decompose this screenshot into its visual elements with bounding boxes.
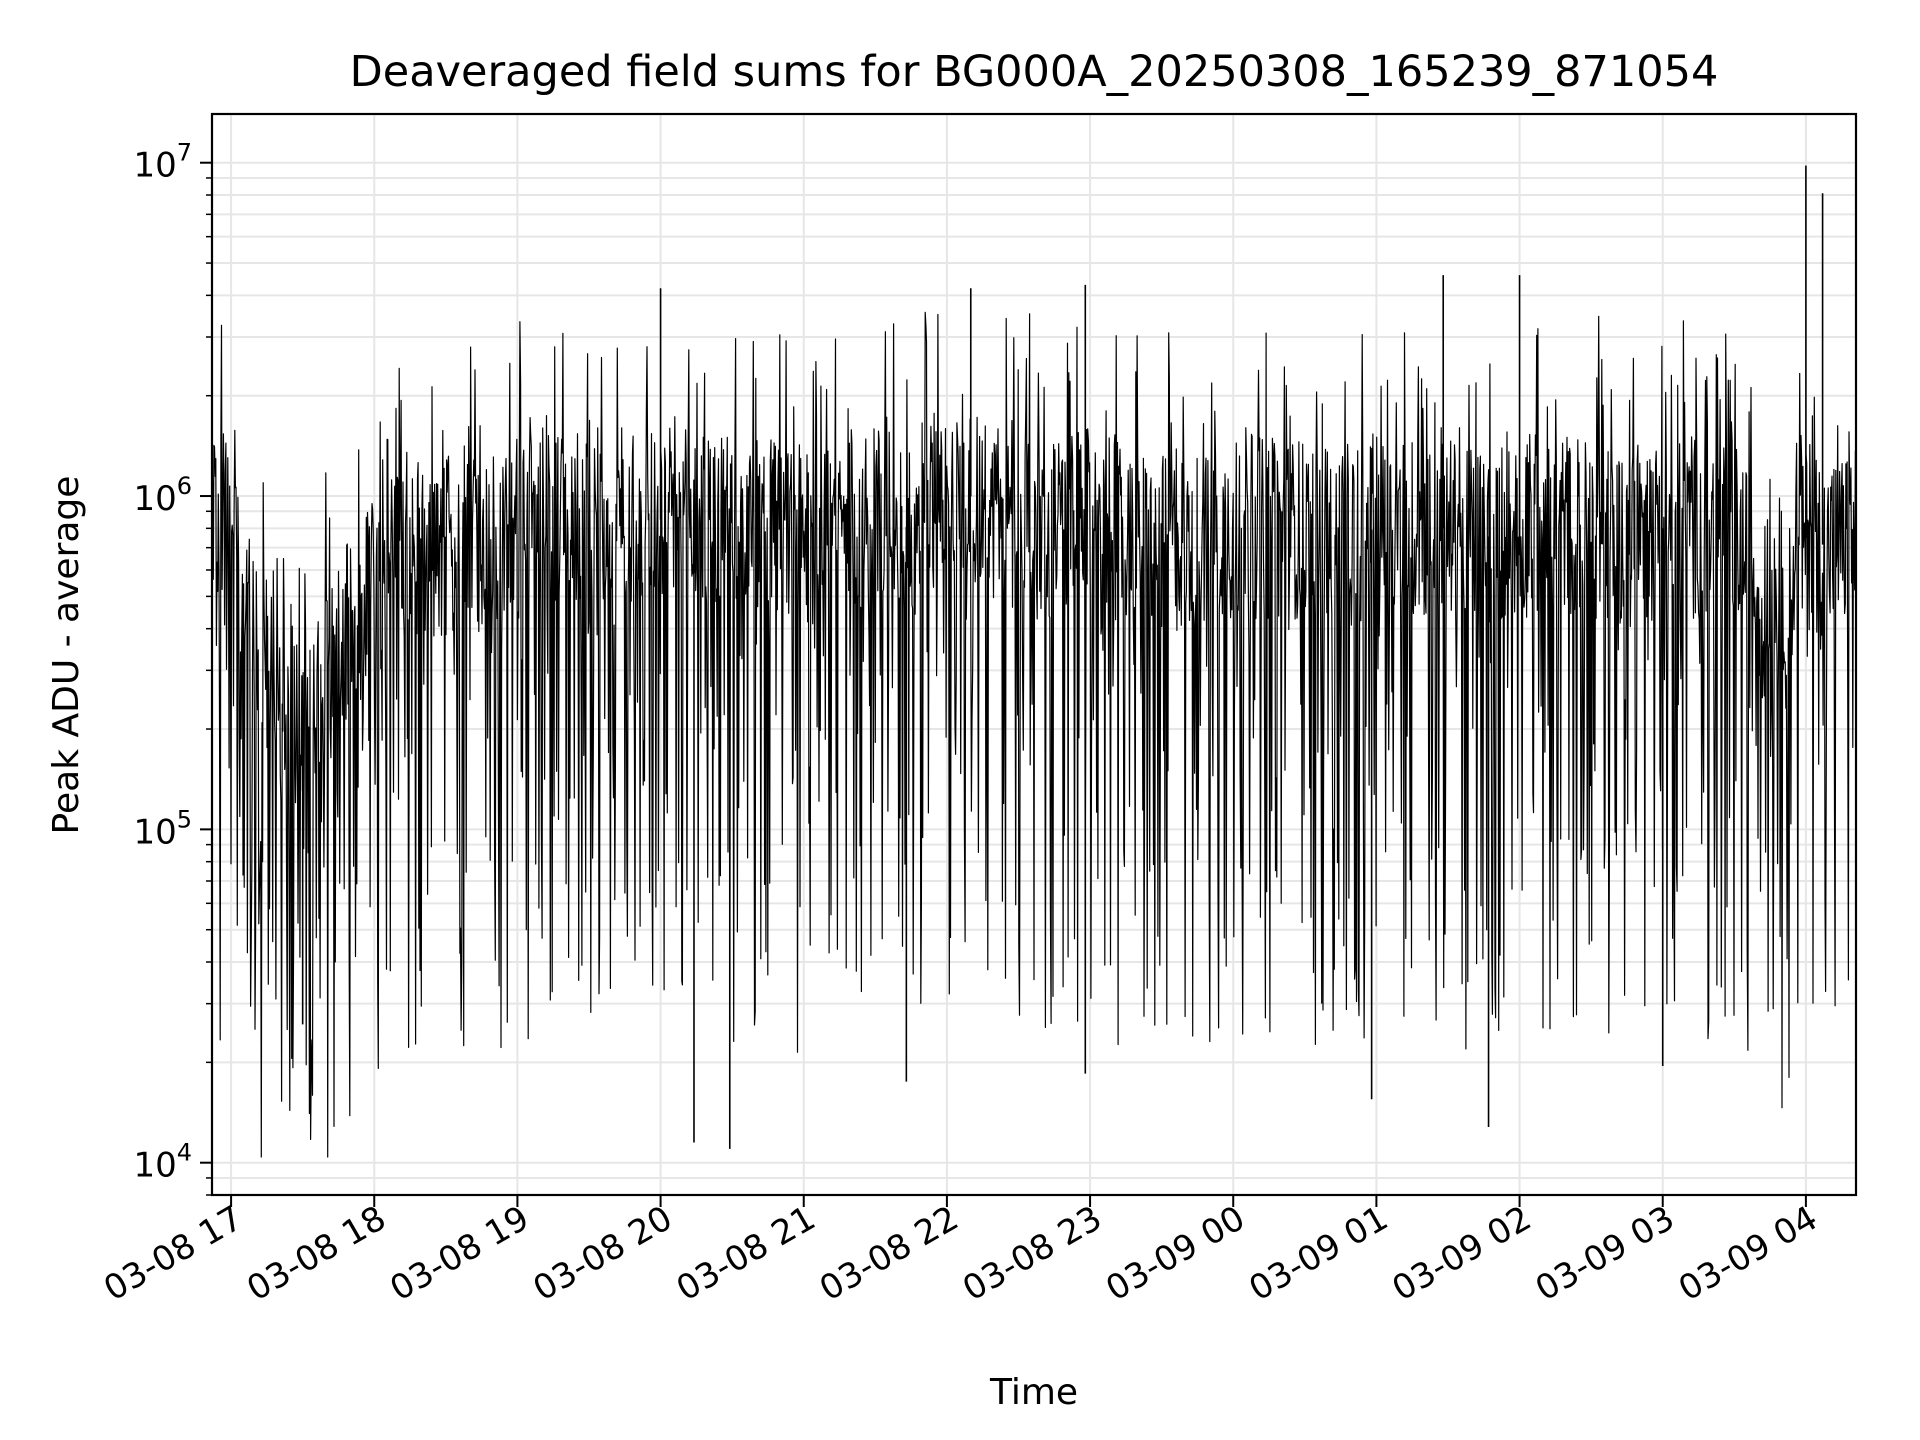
y-tick-exponent: 7 bbox=[177, 139, 192, 167]
series-line bbox=[211, 311, 1857, 1158]
y-axis-label: Peak ADU - average bbox=[46, 476, 87, 835]
y-tick-label: 105 bbox=[133, 805, 192, 852]
y-tick-exponent: 5 bbox=[177, 805, 192, 833]
y-tick-base: 10 bbox=[133, 479, 176, 519]
plot-area bbox=[211, 165, 1857, 1158]
y-tick-base: 10 bbox=[133, 812, 176, 852]
y-tick-label: 104 bbox=[133, 1139, 192, 1186]
y-tick-label: 107 bbox=[133, 139, 192, 186]
y-tick-base: 10 bbox=[133, 146, 176, 186]
y-tick-exponent: 6 bbox=[177, 472, 192, 500]
x-axis-label: Time bbox=[989, 1372, 1078, 1413]
chart-title: Deaveraged field sums for BG000A_2025030… bbox=[350, 47, 1719, 97]
y-tick-base: 10 bbox=[133, 1146, 176, 1186]
axes-frame bbox=[210, 112, 1858, 1197]
y-tick-exponent: 4 bbox=[177, 1139, 192, 1167]
y-tick-label: 106 bbox=[133, 472, 192, 519]
